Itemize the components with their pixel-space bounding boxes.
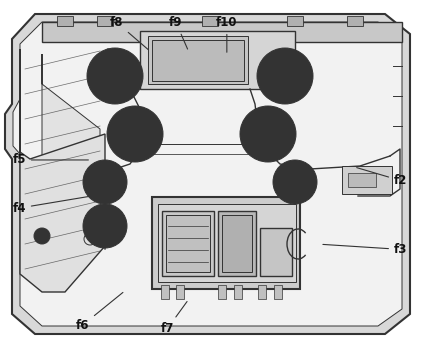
Text: f2: f2 (357, 168, 407, 187)
Bar (234, 285, 242, 299)
Bar (161, 285, 169, 299)
Bar (176, 285, 184, 299)
Bar (162, 211, 214, 276)
Circle shape (87, 48, 143, 104)
Bar (348, 173, 376, 187)
Bar (57, 16, 73, 26)
Bar (140, 31, 295, 89)
Text: f6: f6 (76, 292, 123, 332)
Circle shape (83, 160, 127, 204)
Bar (260, 228, 292, 276)
Bar (166, 215, 210, 272)
Text: f4: f4 (12, 196, 89, 215)
Polygon shape (13, 22, 402, 326)
Circle shape (240, 106, 296, 162)
Circle shape (83, 204, 127, 248)
Bar (287, 16, 303, 26)
Bar (342, 166, 392, 194)
Circle shape (257, 48, 313, 104)
Text: f10: f10 (216, 16, 237, 52)
Bar (152, 40, 244, 81)
Polygon shape (5, 14, 410, 334)
Text: f3: f3 (323, 243, 407, 256)
Text: f9: f9 (169, 16, 187, 49)
Bar (202, 16, 218, 26)
Text: f8: f8 (110, 16, 148, 50)
Bar (158, 204, 296, 282)
Bar (218, 285, 226, 299)
Bar (218, 211, 256, 276)
Bar (42, 22, 402, 42)
Bar (258, 285, 266, 299)
Bar (148, 36, 248, 84)
Polygon shape (20, 49, 105, 292)
Bar (222, 215, 252, 272)
Bar (97, 16, 113, 26)
Bar (152, 197, 300, 289)
Bar (347, 16, 363, 26)
Text: f5: f5 (12, 153, 88, 166)
Bar (274, 285, 282, 299)
Text: f7: f7 (161, 302, 187, 335)
Polygon shape (42, 54, 100, 284)
Circle shape (273, 160, 317, 204)
Circle shape (34, 228, 50, 244)
Circle shape (107, 106, 163, 162)
